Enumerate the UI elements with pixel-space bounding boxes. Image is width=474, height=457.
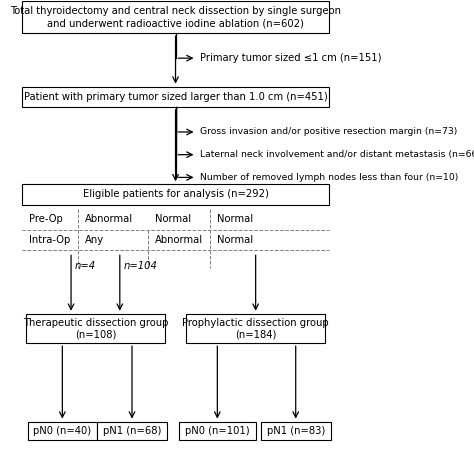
Text: n=104: n=104 — [123, 261, 157, 271]
Text: Intra-Op: Intra-Op — [29, 235, 71, 245]
Text: Laternal neck involvement and/or distant metastasis (n=66): Laternal neck involvement and/or distant… — [200, 150, 474, 159]
Text: Normal: Normal — [155, 214, 191, 224]
FancyBboxPatch shape — [179, 421, 255, 440]
FancyBboxPatch shape — [261, 421, 330, 440]
FancyBboxPatch shape — [97, 421, 167, 440]
Text: Eligible patients for analysis (n=292): Eligible patients for analysis (n=292) — [82, 190, 268, 199]
Text: Patient with primary tumor sized larger than 1.0 cm (n=451): Patient with primary tumor sized larger … — [24, 92, 328, 102]
Text: Pre-Op: Pre-Op — [29, 214, 63, 224]
Text: Number of removed lymph nodes less than four (n=10): Number of removed lymph nodes less than … — [200, 173, 458, 182]
Text: Primary tumor sized ≤1 cm (n=151): Primary tumor sized ≤1 cm (n=151) — [200, 53, 382, 63]
FancyBboxPatch shape — [26, 314, 165, 343]
FancyBboxPatch shape — [22, 86, 329, 107]
Text: Total thyroidectomy and central neck dissection by single surgeon
and underwent : Total thyroidectomy and central neck dis… — [10, 6, 341, 28]
FancyBboxPatch shape — [186, 314, 325, 343]
Text: Therapeutic dissection group
(n=108): Therapeutic dissection group (n=108) — [23, 318, 168, 339]
Text: Gross invasion and/or positive resection margin (n=73): Gross invasion and/or positive resection… — [200, 128, 457, 137]
Text: Abnormal: Abnormal — [155, 235, 203, 245]
FancyBboxPatch shape — [22, 184, 329, 205]
Text: pN1 (n=68): pN1 (n=68) — [103, 425, 161, 436]
FancyBboxPatch shape — [22, 1, 329, 33]
Text: Abnormal: Abnormal — [85, 214, 133, 224]
Text: Any: Any — [85, 235, 104, 245]
Text: n=4: n=4 — [74, 261, 96, 271]
Text: pN0 (n=40): pN0 (n=40) — [33, 425, 91, 436]
Text: Normal: Normal — [218, 235, 254, 245]
Text: Normal: Normal — [218, 214, 254, 224]
Text: pN1 (n=83): pN1 (n=83) — [266, 425, 325, 436]
Text: pN0 (n=101): pN0 (n=101) — [185, 425, 250, 436]
FancyBboxPatch shape — [27, 421, 97, 440]
Text: Prophylactic dissection group
(n=184): Prophylactic dissection group (n=184) — [182, 318, 329, 339]
